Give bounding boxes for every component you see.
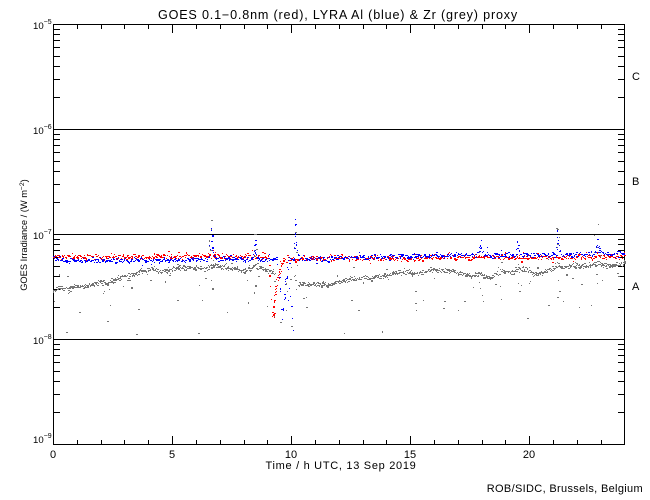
- svg-text:10−9: 10−9: [33, 433, 52, 446]
- svg-text:A: A: [632, 281, 640, 293]
- svg-text:GOES Irradiance / (W m−2): GOES Irradiance / (W m−2): [19, 179, 29, 291]
- svg-text:C: C: [632, 71, 640, 83]
- svg-text:GOES 0.1−0.8nm (red), LYRA Al: GOES 0.1−0.8nm (red), LYRA Al (blue) & Z…: [158, 8, 518, 22]
- svg-text:ROB/SIDC, Brussels, Belgium: ROB/SIDC, Brussels, Belgium: [487, 483, 643, 495]
- svg-text:10−7: 10−7: [33, 229, 52, 242]
- svg-text:10: 10: [285, 449, 297, 461]
- svg-text:Time / h UTC, 13 Sep 2019: Time / h UTC, 13 Sep 2019: [266, 460, 417, 472]
- svg-text:B: B: [632, 176, 639, 188]
- svg-text:20: 20: [523, 449, 535, 461]
- svg-text:10−5: 10−5: [33, 19, 52, 32]
- svg-text:10−8: 10−8: [33, 334, 52, 347]
- svg-text:15: 15: [404, 449, 416, 461]
- svg-text:0: 0: [50, 449, 56, 461]
- svg-text:10−6: 10−6: [33, 124, 52, 137]
- svg-text:5: 5: [169, 449, 175, 461]
